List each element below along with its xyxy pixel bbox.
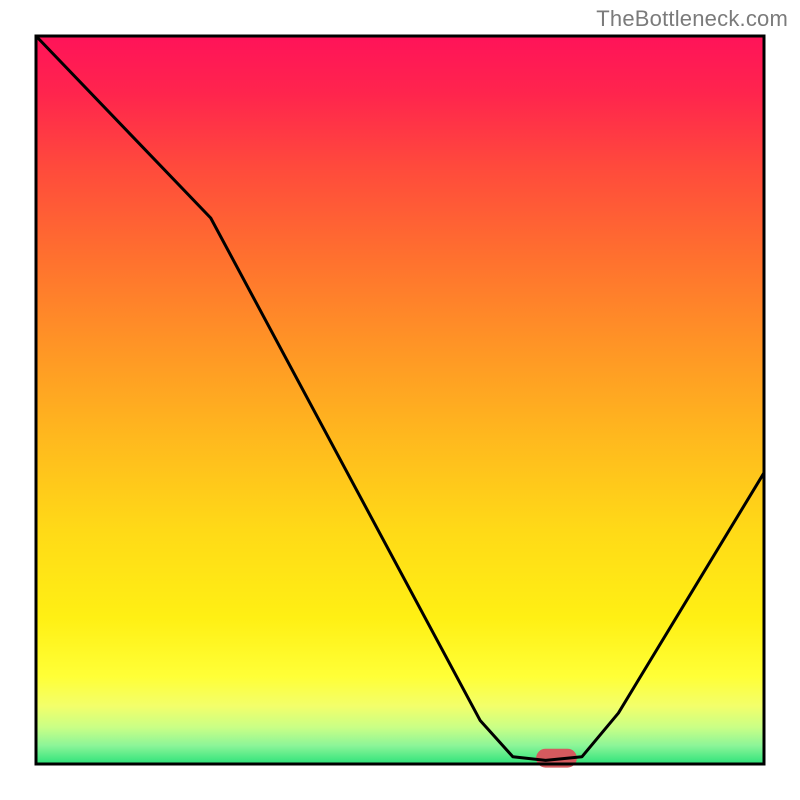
bottleneck-chart [0,0,800,800]
chart-container: TheBottleneck.com [0,0,800,800]
